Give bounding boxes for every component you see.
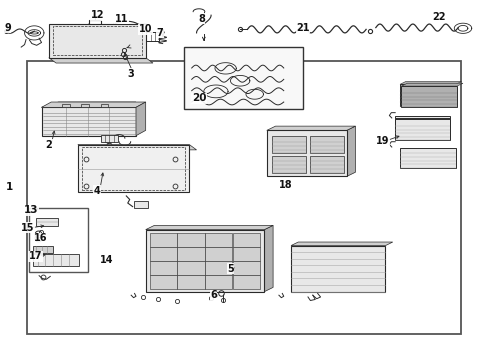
Polygon shape xyxy=(136,102,146,136)
Bar xyxy=(82,147,185,190)
Bar xyxy=(134,201,148,208)
Text: 10: 10 xyxy=(139,24,152,34)
Bar xyxy=(310,136,344,153)
Text: 6: 6 xyxy=(210,290,217,300)
Bar xyxy=(53,26,142,55)
Bar xyxy=(33,255,79,266)
Polygon shape xyxy=(267,126,355,130)
Bar xyxy=(146,230,265,292)
Bar xyxy=(291,246,386,292)
Polygon shape xyxy=(42,102,146,107)
Text: 1: 1 xyxy=(5,182,13,192)
Polygon shape xyxy=(401,83,463,86)
Text: 16: 16 xyxy=(34,234,48,243)
Text: 22: 22 xyxy=(432,12,445,22)
Bar xyxy=(177,261,204,275)
Text: 7: 7 xyxy=(157,28,164,38)
Bar xyxy=(271,136,306,153)
Bar xyxy=(149,247,177,261)
Text: 18: 18 xyxy=(279,180,293,190)
Text: 14: 14 xyxy=(100,255,114,265)
Bar xyxy=(149,261,177,275)
Bar xyxy=(267,130,347,176)
Text: 20: 20 xyxy=(192,94,206,103)
Bar xyxy=(400,84,456,105)
Text: 19: 19 xyxy=(376,136,390,146)
Text: 3: 3 xyxy=(128,69,135,79)
Bar xyxy=(36,218,57,226)
Polygon shape xyxy=(42,102,136,107)
Text: 5: 5 xyxy=(227,264,234,274)
Polygon shape xyxy=(347,126,355,176)
Text: 4: 4 xyxy=(94,186,100,195)
Text: 11: 11 xyxy=(115,14,128,24)
Text: 21: 21 xyxy=(296,23,310,33)
Text: 9: 9 xyxy=(4,23,11,33)
Bar xyxy=(205,275,232,289)
Polygon shape xyxy=(400,81,462,84)
Bar xyxy=(271,156,306,173)
Bar xyxy=(233,261,260,275)
Bar xyxy=(42,107,136,136)
Bar xyxy=(81,104,89,107)
Bar xyxy=(310,156,344,173)
Bar xyxy=(177,275,204,289)
Text: 2: 2 xyxy=(46,140,52,149)
Bar xyxy=(233,233,260,247)
Polygon shape xyxy=(78,145,196,150)
Text: 12: 12 xyxy=(91,10,104,20)
Bar xyxy=(78,145,189,192)
Polygon shape xyxy=(146,225,273,230)
Text: 15: 15 xyxy=(21,223,35,233)
Bar xyxy=(149,275,177,289)
Bar xyxy=(149,233,177,247)
Bar xyxy=(184,47,303,109)
Bar xyxy=(142,32,159,41)
Bar xyxy=(233,275,260,289)
Polygon shape xyxy=(291,242,393,246)
Bar xyxy=(49,24,146,58)
Bar xyxy=(401,86,457,107)
Bar xyxy=(100,104,108,107)
Text: 8: 8 xyxy=(198,14,205,24)
Bar xyxy=(233,247,260,261)
Polygon shape xyxy=(49,58,153,63)
Bar xyxy=(62,104,70,107)
Bar xyxy=(205,247,232,261)
Bar xyxy=(33,246,53,253)
Bar xyxy=(395,116,450,138)
Bar xyxy=(400,148,456,168)
Text: 13: 13 xyxy=(24,205,38,215)
Bar xyxy=(395,119,450,140)
Polygon shape xyxy=(265,225,273,292)
Bar xyxy=(177,233,204,247)
Bar xyxy=(395,118,450,139)
Bar xyxy=(29,208,88,272)
Bar xyxy=(27,61,461,334)
Bar xyxy=(89,20,100,28)
Bar xyxy=(100,135,118,142)
Bar xyxy=(205,261,232,275)
Text: 17: 17 xyxy=(29,251,43,261)
Bar xyxy=(177,247,204,261)
Bar xyxy=(205,233,232,247)
